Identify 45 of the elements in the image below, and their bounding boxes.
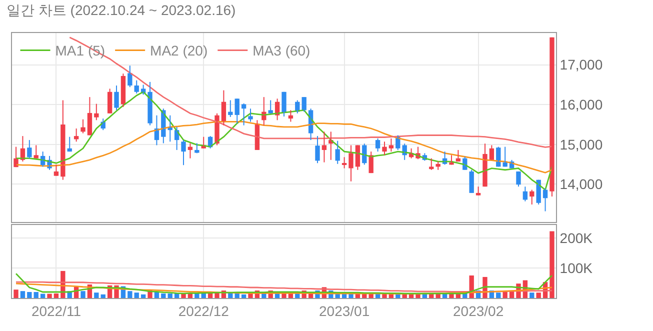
chart-title: 일간 차트 (2022.10.24 ~ 2023.02.16) [6,2,236,18]
bar [80,291,86,298]
bar [20,291,26,298]
line-series [15,272,553,294]
bar [34,292,38,298]
bar [94,292,99,298]
bar [201,293,206,298]
bar [436,293,440,298]
bar [40,294,46,298]
y-tick-label: 16,000 [560,96,603,113]
bar [128,291,132,298]
y-tick-label: 17,000 [560,56,603,73]
bar [550,231,554,298]
y-tick-label: 15,000 [560,136,603,152]
bar [530,292,534,298]
bar [100,294,106,298]
bar [248,293,253,298]
x-tick-label: 2023/01 [318,302,370,319]
bar [134,292,139,298]
bar [161,293,166,298]
legend-label: MA2 (20) [150,42,208,59]
bar [536,292,541,298]
bar [502,291,508,298]
x-tick-label: 2022/12 [178,302,230,319]
legend-label: MA3 (60) [252,42,310,59]
candlestick [248,108,253,122]
y-tick-label: 200K [560,230,594,246]
bar [168,293,172,298]
x-tick-label: 2023/02 [452,302,504,319]
bar [496,292,501,298]
bar [241,294,246,298]
x-tick-label: 2022/11 [31,302,82,319]
bar [449,293,454,298]
bar [208,293,213,298]
bar [194,293,200,298]
bar [47,294,52,298]
y-tick-label: 14,000 [560,176,603,192]
bar [140,294,146,298]
bar [14,290,18,298]
candlestick [194,142,200,154]
bar [282,293,286,298]
bar [27,292,32,298]
y-tick-label: 100K [560,260,594,276]
bar [54,293,59,298]
bar [181,293,186,298]
